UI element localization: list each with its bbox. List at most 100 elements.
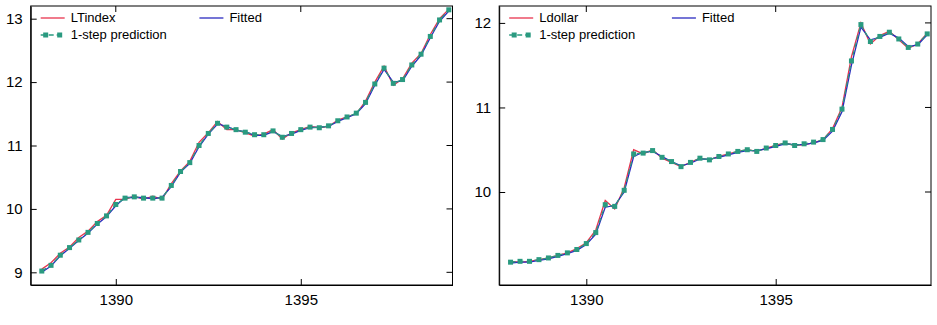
x-tick-mark-top	[586, 6, 587, 12]
plot-frame	[499, 6, 931, 285]
series-line	[511, 27, 928, 263]
series-marker	[224, 125, 229, 130]
plot-area	[508, 22, 930, 265]
y-axis: 101112	[475, 7, 506, 286]
legend-item: LTindex	[41, 10, 116, 25]
series-marker	[141, 196, 146, 201]
legend-label: 1-step prediction	[71, 27, 167, 42]
series-marker	[428, 34, 433, 39]
series-marker	[565, 250, 570, 255]
series-marker	[745, 147, 750, 152]
series-marker	[536, 257, 541, 262]
legend-item: Fitted	[672, 10, 735, 25]
legend: Ldollar Fitted 1-step prediction	[509, 10, 734, 42]
legend-marker	[43, 33, 48, 38]
x-tick-label: 1395	[760, 291, 793, 308]
series-marker	[95, 221, 100, 226]
series-marker	[252, 132, 257, 137]
series-marker	[419, 52, 424, 57]
series-marker	[123, 196, 128, 201]
y-tick-label: 12	[6, 73, 23, 90]
legend-item: 1-step prediction	[41, 27, 167, 42]
series-marker	[197, 143, 202, 148]
series-marker	[887, 30, 892, 35]
x-tick-mark-top	[300, 6, 301, 12]
series-line	[42, 9, 449, 269]
series-marker	[821, 137, 826, 142]
series-marker	[76, 237, 81, 242]
series-marker	[754, 149, 759, 154]
series-marker	[437, 17, 442, 22]
chart-canvas: 13901395910111213LTindexFitted1-step pre…	[0, 0, 937, 325]
x-tick-mark	[776, 279, 777, 285]
y-tick-label: 10	[6, 200, 23, 217]
legend-swatch	[199, 17, 223, 18]
legend-label: Fitted	[702, 10, 735, 25]
series-marker	[187, 160, 192, 165]
series-marker	[49, 263, 54, 268]
series-marker	[697, 156, 702, 161]
series-marker	[261, 132, 266, 137]
y-tick-mark-right	[925, 192, 931, 193]
series-marker	[660, 155, 665, 160]
legend-label: 1-step prediction	[539, 27, 635, 42]
y-tick-mark	[499, 107, 505, 108]
y-tick-mark	[31, 272, 37, 273]
series-marker	[280, 135, 285, 140]
series-marker	[603, 202, 608, 207]
series-marker	[726, 151, 731, 156]
legend-swatch	[509, 17, 533, 18]
series-marker	[593, 230, 598, 235]
series-marker	[735, 149, 740, 154]
series-marker	[289, 131, 294, 136]
series-marker	[925, 31, 930, 36]
y-tick-mark-right	[447, 272, 453, 273]
series-marker	[206, 131, 211, 136]
plot-area	[39, 7, 451, 273]
series-marker	[132, 194, 137, 199]
y-tick-mark-right	[447, 145, 453, 146]
y-tick-label: 9	[14, 264, 22, 281]
series-marker	[802, 141, 807, 146]
series-marker	[574, 247, 579, 252]
series-marker	[86, 230, 91, 235]
y-tick-label: 10	[475, 183, 492, 200]
legend-label: Ldollar	[539, 10, 579, 25]
legend-label: Fitted	[229, 10, 262, 25]
series-marker	[669, 159, 674, 164]
series-marker	[391, 81, 396, 86]
series-marker	[104, 213, 109, 218]
series-marker	[716, 154, 721, 159]
y-axis: 910111213	[6, 7, 37, 286]
legend: LTindex Fitted 1-step prediction	[41, 10, 262, 42]
series-marker	[688, 160, 693, 165]
series-marker	[707, 157, 712, 162]
series-marker	[906, 45, 911, 50]
x-tick-mark	[116, 279, 117, 285]
y-tick-mark	[499, 23, 505, 24]
series-marker	[308, 125, 313, 130]
series-marker	[317, 125, 322, 130]
y-tick: 10	[6, 200, 37, 217]
series-line	[42, 10, 449, 271]
y-tick: 11	[476, 99, 506, 116]
series-marker	[150, 196, 155, 201]
series-marker	[67, 245, 72, 250]
series-marker	[858, 22, 863, 27]
series-marker	[518, 259, 523, 264]
x-tick-mark	[586, 279, 587, 285]
series-marker	[382, 66, 387, 71]
series-marker	[877, 34, 882, 39]
series-marker	[178, 169, 183, 174]
legend-item: Fitted	[199, 10, 262, 25]
series-marker	[58, 253, 63, 258]
y-tick-mark	[31, 146, 37, 147]
y-tick: 12	[6, 73, 37, 90]
series-line	[511, 25, 928, 263]
series-marker	[527, 259, 532, 264]
legend-item: Ldollar	[509, 10, 579, 25]
series-marker	[849, 58, 854, 63]
series-marker	[409, 62, 414, 67]
series-marker	[243, 130, 248, 135]
y-tick-label: 11	[476, 99, 492, 116]
